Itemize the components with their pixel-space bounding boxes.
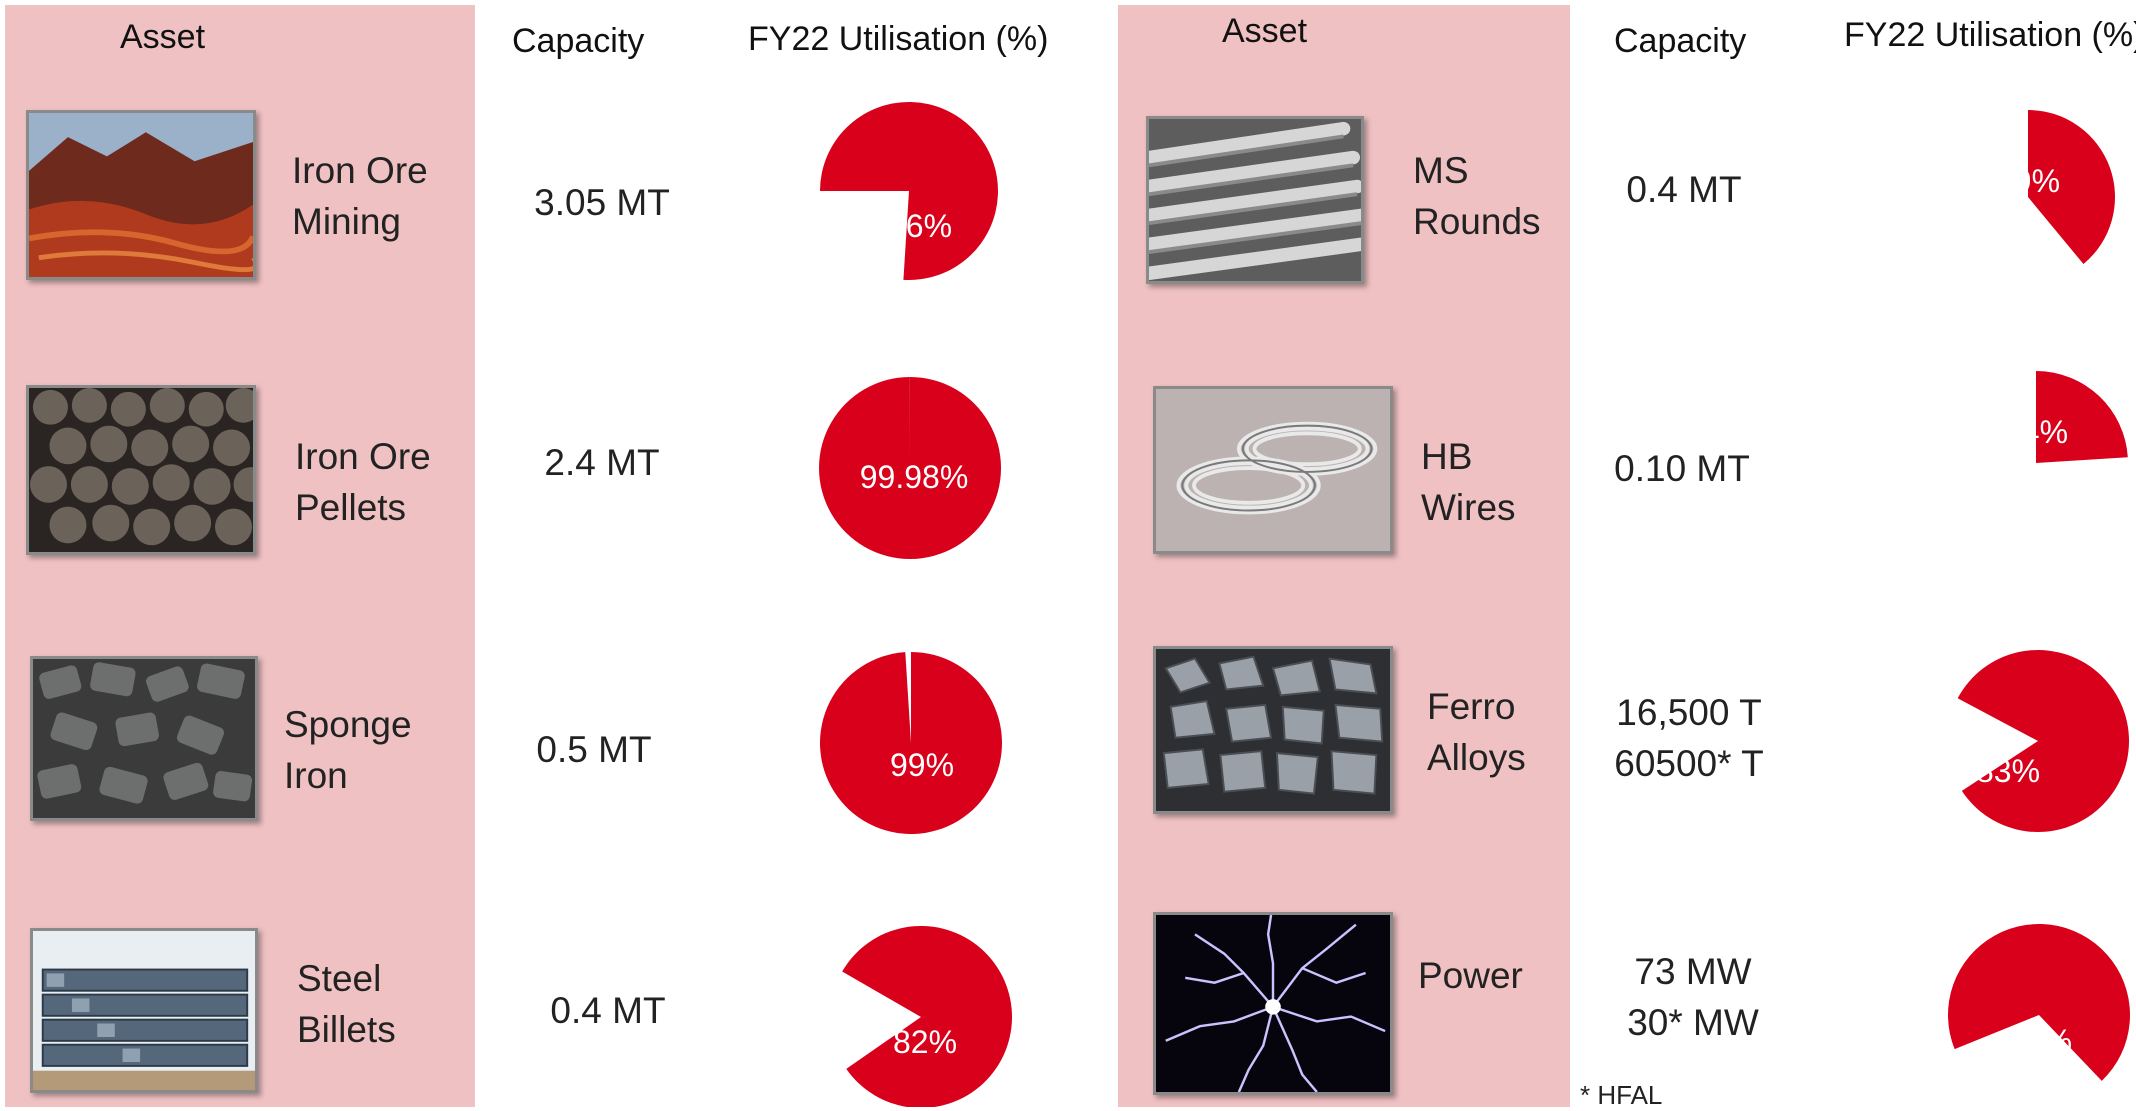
asset-name-line2: Alloys: [1427, 737, 1526, 778]
header-asset-right: Asset: [1222, 12, 1308, 50]
pie-slice-ms-rounds: [2028, 110, 2115, 265]
asset-name-line1: MS: [1413, 150, 1469, 191]
asset-name-line2: Iron: [284, 755, 348, 796]
asset-name-line2: Billets: [297, 1009, 396, 1050]
header-capacity-left: Capacity: [512, 22, 645, 60]
header-asset-left: Asset: [120, 18, 206, 56]
hb-wires-photo: [1153, 386, 1393, 554]
footnote: * HFAL: [1580, 1080, 1663, 1110]
capacity-iron-ore-pellets: 2.4 MT: [482, 437, 722, 488]
asset-name-line1: HB: [1421, 436, 1473, 477]
asset-name-ferro-alloys: Ferro Alloys: [1427, 681, 1627, 783]
pie-slice-iron-ore-mining: [819, 101, 998, 280]
pie-label-sponge-iron: 99%: [890, 747, 954, 783]
capacity-value-line2: 60500* T: [1614, 743, 1764, 784]
capacity-ms-rounds: 0.4 MT: [1564, 164, 1804, 215]
asset-name-line1: Sponge: [284, 704, 412, 745]
header-capacity-right: Capacity: [1614, 22, 1747, 60]
capacity-value: 2.4 MT: [544, 442, 660, 483]
asset-name-steel-billets: Steel Billets: [297, 953, 497, 1055]
asset-name-line2: Rounds: [1413, 201, 1541, 242]
asset-name-line1: Iron Ore: [295, 436, 431, 477]
pie-slice-sponge-iron: [819, 652, 1002, 834]
pie-label-power: 69%: [2008, 1023, 2072, 1059]
asset-name-ms-rounds: MS Rounds: [1413, 145, 1613, 247]
asset-name-line1: Ferro: [1427, 686, 1516, 727]
capacity-value-line2: 30* MW: [1627, 1002, 1759, 1043]
asset-name-power: Power: [1418, 950, 1618, 1001]
capacity-value: 0.4 MT: [550, 990, 666, 1031]
asset-name-line1: Power: [1418, 955, 1523, 996]
capacity-value: 0.5 MT: [536, 729, 652, 770]
asset-name-iron-ore-mining: Iron Ore Mining: [292, 145, 492, 247]
asset-name-sponge-iron: Sponge Iron: [284, 699, 484, 801]
asset-name-iron-ore-pellets: Iron Ore Pellets: [295, 431, 495, 533]
capacity-hb-wires: 0.10 MT: [1562, 443, 1802, 494]
capacity-value: 3.05 MT: [534, 182, 670, 223]
asset-name-line1: Iron Ore: [292, 150, 428, 191]
asset-name-line2: Mining: [292, 201, 401, 242]
header-utilisation-left: FY22 Utilisation (%): [748, 20, 1049, 58]
pie-label-ms-rounds: 39%: [1996, 163, 2060, 199]
pie-slice-power: [1948, 924, 2130, 1081]
capacity-value-line1: 73 MW: [1634, 951, 1752, 992]
capacity-steel-billets: 0.4 MT: [488, 985, 728, 1036]
asset-name-line2: Pellets: [295, 487, 407, 528]
iron-ore-pellets-photo: [26, 385, 256, 555]
pie-label-iron-ore-mining: 76%: [888, 208, 952, 244]
steel-billets-photo: [30, 928, 258, 1093]
capacity-value: 0.4 MT: [1626, 169, 1742, 210]
pie-slice-ferro-alloys: [1957, 649, 2129, 832]
capacity-iron-ore-mining: 3.05 MT: [482, 177, 722, 228]
pie-label-iron-ore-pellets: 99.98%: [860, 459, 969, 495]
capacity-value-line1: 16,500 T: [1616, 692, 1762, 733]
pie-label-hb-wires: 24%: [2004, 414, 2068, 450]
pie-slice-iron-ore-pellets: [819, 377, 1002, 559]
pie-label-ferro-alloys: 83%: [1976, 753, 2040, 789]
header-utilisation-right: FY22 Utilisation (%): [1844, 16, 2136, 54]
sponge-iron-photo: [30, 656, 258, 821]
asset-name-hb-wires: HB Wires: [1421, 431, 1621, 533]
iron-ore-mining-photo: [26, 110, 256, 280]
ferro-alloys-photo: [1153, 646, 1393, 814]
capacity-power: 73 MW 30* MW: [1573, 946, 1813, 1048]
power-lightning-photo: [1153, 912, 1393, 1095]
pie-slice-hb-wires: [2036, 371, 2128, 463]
asset-name-line1: Steel: [297, 958, 382, 999]
pie-slice-steel-billets: [842, 925, 1013, 1107]
asset-name-line2: Wires: [1421, 487, 1516, 528]
ms-rounds-photo: [1146, 116, 1364, 284]
capacity-value: 0.10 MT: [1614, 448, 1750, 489]
pie-label-steel-billets: 82%: [893, 1024, 957, 1060]
capacity-sponge-iron: 0.5 MT: [474, 724, 714, 775]
capacity-ferro-alloys: 16,500 T 60500* T: [1569, 687, 1809, 789]
